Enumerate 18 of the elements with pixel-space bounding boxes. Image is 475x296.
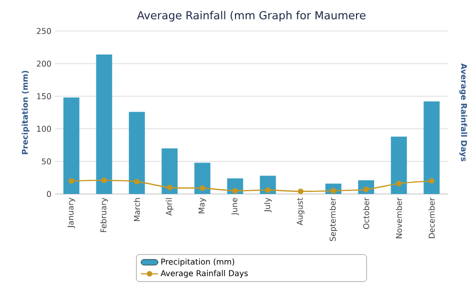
bar bbox=[162, 148, 178, 194]
point bbox=[101, 178, 107, 184]
point bbox=[265, 187, 271, 193]
point bbox=[166, 184, 172, 190]
point bbox=[298, 188, 304, 194]
point bbox=[428, 178, 434, 184]
point bbox=[232, 188, 238, 194]
bar bbox=[194, 162, 210, 194]
bar bbox=[424, 101, 440, 194]
bar bbox=[63, 98, 80, 194]
bar bbox=[128, 112, 145, 194]
chart-title: Average Rainfall (mm Graph for Maumere bbox=[137, 10, 366, 22]
point bbox=[68, 178, 74, 184]
bar bbox=[96, 54, 112, 194]
point bbox=[134, 178, 140, 184]
point bbox=[396, 180, 402, 186]
bar bbox=[390, 136, 407, 194]
point bbox=[200, 185, 206, 191]
